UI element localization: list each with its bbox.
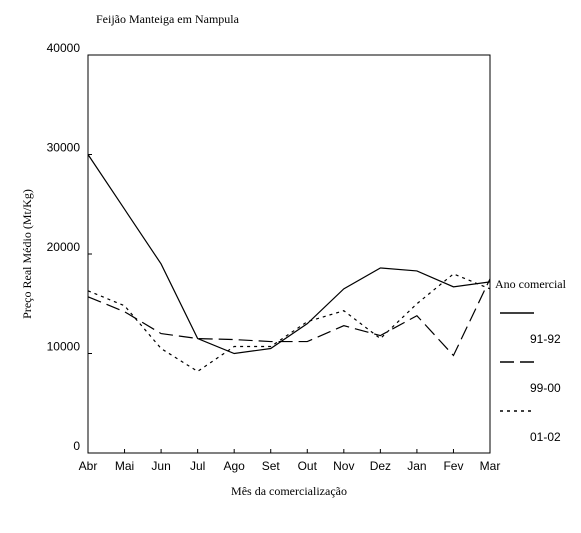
x-tick-label: Ago	[224, 459, 246, 473]
x-tick-label: Nov	[333, 459, 354, 473]
x-tick-label: Out	[298, 459, 318, 473]
x-tick-label: Fev	[443, 459, 463, 473]
x-tick-label: Mar	[480, 459, 501, 473]
legend-title: Ano comercial	[495, 277, 567, 291]
y-tick-label: 0	[73, 439, 80, 453]
x-tick-label: Dez	[370, 459, 391, 473]
plot-frame	[87, 54, 491, 454]
x-tick-label: Jan	[407, 459, 426, 473]
y-axis-label: Preço Real Médio (Mt/Kg)	[20, 189, 34, 319]
y-tick-label: 40000	[47, 41, 81, 55]
y-tick-label: 10000	[47, 340, 81, 354]
x-tick-label: Mai	[115, 459, 134, 473]
chart-title: Feijão Manteiga em Nampula	[96, 12, 240, 26]
series-line	[87, 278, 491, 357]
series-line	[87, 273, 491, 373]
legend-label: 99-00	[530, 381, 561, 395]
y-tick-label: 20000	[47, 240, 81, 254]
legend-label: 01-02	[530, 430, 561, 444]
x-tick-label: Jul	[190, 459, 205, 473]
y-tick-label: 30000	[47, 141, 81, 155]
x-tick-label: Jun	[151, 459, 170, 473]
legend-label: 91-92	[530, 332, 561, 346]
x-axis-label: Mês da comercialização	[231, 484, 347, 498]
series-line	[87, 154, 491, 355]
x-tick-label: Set	[262, 459, 281, 473]
x-tick-label: Abr	[79, 459, 98, 473]
